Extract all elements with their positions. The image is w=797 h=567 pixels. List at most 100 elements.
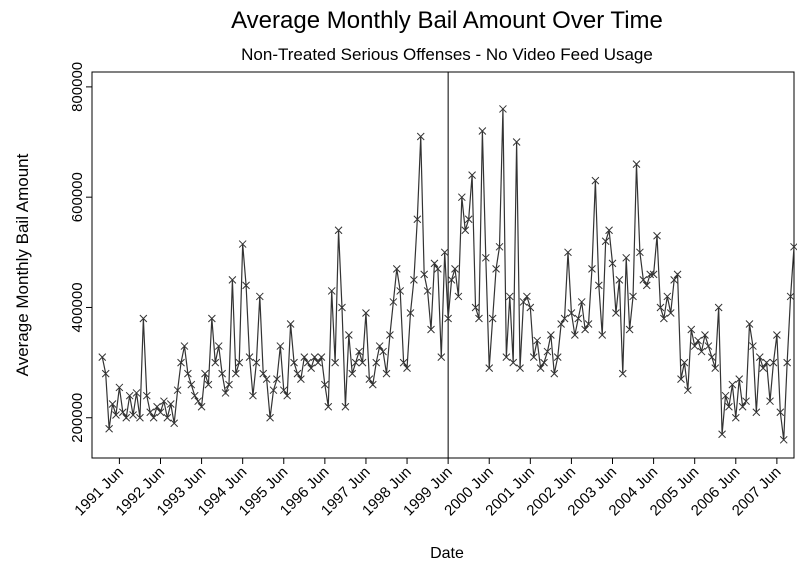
point-marker (101, 369, 110, 378)
point-marker (273, 375, 281, 383)
point-marker (447, 276, 456, 284)
point-marker (461, 226, 470, 235)
point-marker (594, 281, 603, 290)
point-marker (221, 389, 230, 397)
point-marker (204, 380, 213, 389)
point-marker (786, 292, 795, 301)
point-marker (118, 408, 127, 417)
point-marker (211, 358, 220, 367)
point-marker (184, 369, 192, 378)
point-marker (536, 364, 545, 372)
point-marker (721, 391, 730, 400)
point-marker (153, 402, 161, 411)
point-marker (707, 353, 716, 361)
point-marker (334, 226, 343, 235)
point-marker (136, 413, 144, 422)
point-marker (779, 435, 788, 444)
point-marker (238, 240, 247, 248)
point-marker (279, 386, 288, 395)
point-marker (519, 298, 528, 306)
point-marker (755, 353, 764, 361)
point-marker (533, 336, 542, 345)
point-marker (605, 226, 613, 235)
point-marker (358, 358, 367, 367)
point-marker (731, 413, 740, 422)
point-marker (543, 347, 552, 356)
point-marker (762, 358, 771, 367)
point-marker (177, 358, 185, 367)
point-marker (218, 369, 226, 378)
point-marker (457, 193, 466, 202)
point-marker (262, 375, 271, 383)
point-marker (567, 309, 576, 317)
point-marker (646, 270, 655, 279)
point-marker (327, 287, 336, 295)
point-marker (416, 132, 425, 141)
point-marker (653, 231, 661, 240)
point-marker (666, 309, 675, 317)
point-marker (625, 325, 634, 334)
point-marker (434, 265, 442, 273)
point-marker (570, 331, 579, 339)
point-marker (656, 303, 665, 312)
point-marker (180, 342, 189, 350)
point-marker (317, 353, 326, 361)
point-marker (297, 375, 305, 383)
point-marker (690, 342, 699, 350)
point-marker (618, 369, 627, 378)
point-marker (201, 369, 209, 378)
point-marker (683, 386, 692, 395)
point-marker (481, 253, 490, 262)
point-marker (112, 411, 120, 419)
y-tick-label: 400000 (69, 282, 86, 332)
point-marker (98, 353, 107, 361)
point-marker (338, 303, 346, 312)
point-marker (540, 358, 548, 367)
point-marker (502, 353, 511, 361)
point-marker (228, 276, 237, 284)
point-marker (194, 397, 203, 406)
y-tick-label: 600000 (69, 172, 86, 222)
point-marker (166, 400, 175, 408)
point-marker (588, 265, 596, 273)
point-marker (505, 292, 514, 301)
point-marker (612, 309, 620, 317)
point-marker (564, 248, 572, 257)
point-marker (108, 400, 117, 408)
point-marker (413, 215, 422, 224)
point-marker (286, 320, 295, 328)
point-marker (392, 265, 401, 273)
point-marker (742, 397, 750, 406)
point-marker (348, 369, 357, 378)
point-marker (728, 380, 737, 389)
point-marker (783, 358, 792, 367)
point-marker (677, 375, 685, 383)
point-marker (403, 364, 411, 372)
point-marker (242, 281, 250, 290)
point-marker (766, 397, 774, 406)
point-marker (382, 369, 391, 378)
point-marker (375, 342, 384, 350)
point-marker (163, 413, 172, 422)
point-marker (725, 402, 733, 411)
point-marker (711, 364, 720, 372)
point-marker (495, 242, 504, 251)
point-marker (406, 309, 415, 317)
point-marker (714, 303, 723, 312)
point-marker (584, 320, 593, 328)
point-marker (245, 353, 254, 361)
point-marker (122, 413, 131, 422)
point-marker (649, 270, 658, 279)
point-marker (464, 215, 473, 224)
chart-title: Average Monthly Bail Amount Over Time (231, 7, 663, 34)
point-marker (673, 270, 682, 279)
point-marker (423, 287, 432, 295)
point-marker (577, 298, 586, 306)
point-marker (499, 105, 507, 113)
point-marker (105, 424, 113, 433)
point-marker (471, 303, 480, 312)
point-marker (283, 391, 292, 400)
point-marker (553, 353, 562, 361)
point-marker (314, 358, 322, 367)
point-marker (368, 380, 377, 389)
